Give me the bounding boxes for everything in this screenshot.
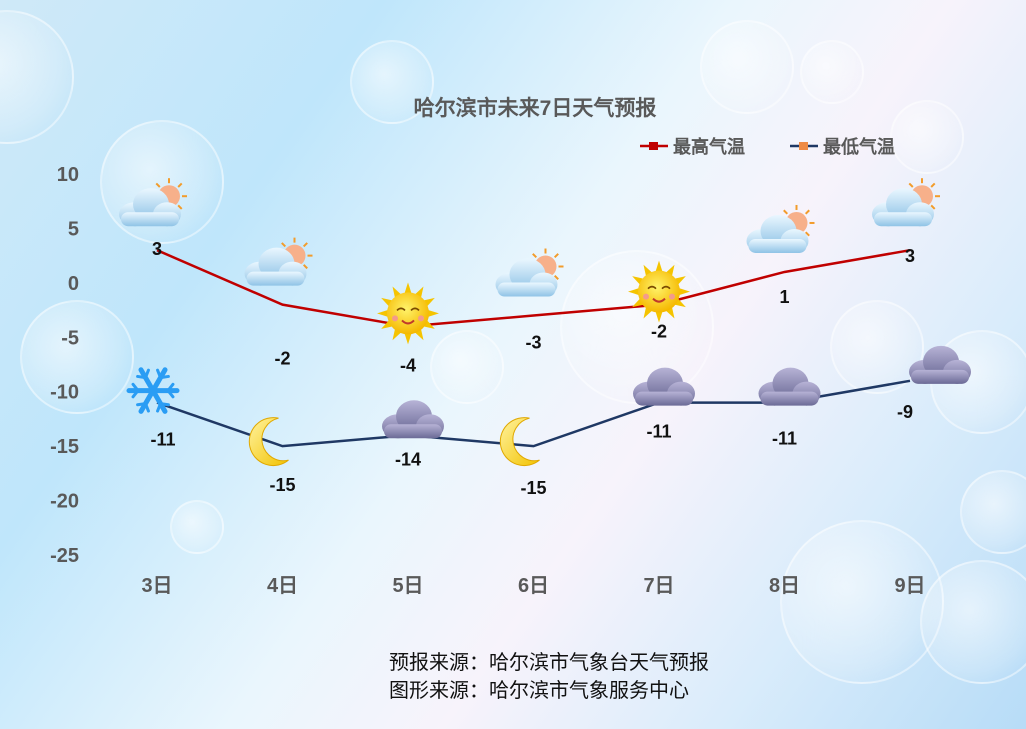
partly-cloudy-icon	[244, 237, 313, 286]
night-cloudy-icon	[633, 359, 695, 406]
x-tick-label: 6日	[518, 575, 549, 597]
low-temp-label: -11	[772, 429, 797, 449]
low-temp-label: -9	[897, 402, 913, 422]
y-tick-label: 10	[57, 164, 79, 186]
x-tick-label: 5日	[392, 575, 423, 597]
snowflake-icon	[126, 367, 180, 414]
low-temp-label: -11	[150, 430, 175, 450]
legend: 最高气温 最低气温	[640, 136, 895, 157]
x-tick-label: 7日	[643, 575, 674, 597]
high-temp-label: -2	[274, 349, 290, 369]
moon-icon	[248, 417, 289, 467]
high-temp-label: -3	[525, 333, 541, 353]
x-tick-label: 8日	[769, 575, 800, 597]
x-tick-label: 3日	[141, 575, 172, 597]
high-temp-label: -2	[651, 322, 667, 342]
high-temp-label: 3	[152, 239, 162, 259]
sun-icon	[628, 260, 690, 323]
sun-icon	[377, 282, 439, 345]
low-temp-label: -15	[520, 478, 546, 498]
high-temp-label: 3	[905, 246, 915, 266]
legend-item-low[interactable]: 最低气温	[790, 136, 895, 157]
legend-label-low: 最低气温	[823, 136, 895, 157]
x-tick-label: 4日	[267, 575, 298, 597]
night-cloudy-icon	[382, 392, 444, 439]
chart-title: 哈尔滨市未来7日天气预报	[414, 96, 657, 120]
y-tick-label: -25	[50, 545, 79, 567]
graphic-source: 图形来源：哈尔滨市气象服务中心	[389, 678, 689, 702]
y-tick-label: -15	[50, 436, 79, 458]
low-temp-label: -11	[646, 422, 671, 442]
high-temp-line	[156, 248, 911, 328]
partly-cloudy-icon	[746, 204, 815, 253]
night-cloudy-icon	[758, 359, 821, 406]
high-temp-label: -4	[400, 355, 416, 375]
y-tick-label: -10	[50, 382, 79, 404]
x-axis: 3日 4日 5日 6日 7日 8日 9日	[141, 575, 925, 597]
footer: 预报来源：哈尔滨市气象台天气预报 图形来源：哈尔滨市气象服务中心	[389, 648, 709, 704]
y-tick-label: 0	[68, 273, 79, 295]
high-temp-label: 1	[779, 287, 789, 307]
data-labels: 3 -2 -4 -3 -2 1 3 -11 -15 -14 -15 -11 -11 -9	[150, 239, 915, 498]
legend-label-high: 最高气温	[673, 136, 745, 157]
moon-icon	[499, 417, 540, 467]
weather-icons	[119, 178, 971, 467]
low-temp-label: -14	[395, 449, 421, 469]
y-tick-label: 5	[68, 218, 79, 240]
y-tick-label: -5	[61, 327, 79, 349]
legend-item-high[interactable]: 最高气温	[640, 136, 745, 157]
low-temp-label: -15	[269, 475, 295, 495]
night-cloudy-icon	[909, 337, 971, 384]
x-tick-label: 9日	[894, 575, 925, 597]
partly-cloudy-icon	[495, 248, 564, 297]
y-axis: 10 5 0 -5 -10 -15 -20 -25	[50, 164, 79, 567]
forecast-source: 预报来源：哈尔滨市气象台天气预报	[389, 650, 709, 674]
y-tick-label: -20	[50, 491, 79, 513]
partly-cloudy-icon	[119, 178, 187, 227]
partly-cloudy-icon	[872, 178, 940, 227]
